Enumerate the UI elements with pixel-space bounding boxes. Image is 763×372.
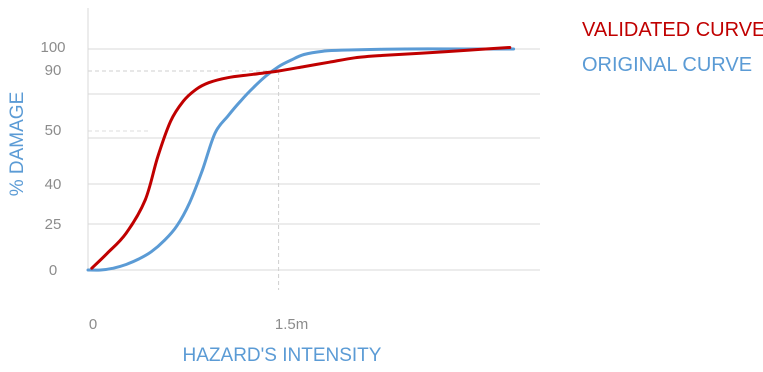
legend-original-curve: ORIGINAL CURVE: [582, 54, 752, 76]
y-tick-labels: 0 25 40 50 90 100: [40, 39, 65, 279]
y-tick-label: 25: [45, 216, 62, 233]
x-tick-label: 1.5m: [275, 316, 308, 333]
y-axis-title: % DAMAGE: [7, 92, 28, 197]
x-tick-label: 0: [89, 316, 97, 333]
series-line-validated-curve: [90, 46, 512, 270]
y-tick-label: 50: [45, 122, 62, 139]
x-tick-labels: 0 1.5m: [89, 316, 308, 333]
legend-validated-curve: VALIDATED CURVE: [582, 19, 763, 41]
series-line-original-curve: [86, 47, 516, 272]
y-tick-label: 0: [49, 262, 57, 279]
reference-guides: [88, 70, 280, 290]
y-tick-label: 40: [45, 176, 62, 193]
y-tick-label: 100: [40, 39, 65, 56]
series-lines: [86, 46, 516, 272]
y-tick-label: 90: [45, 62, 62, 79]
x-axis-title: HAZARD'S INTENSITY: [183, 345, 382, 366]
